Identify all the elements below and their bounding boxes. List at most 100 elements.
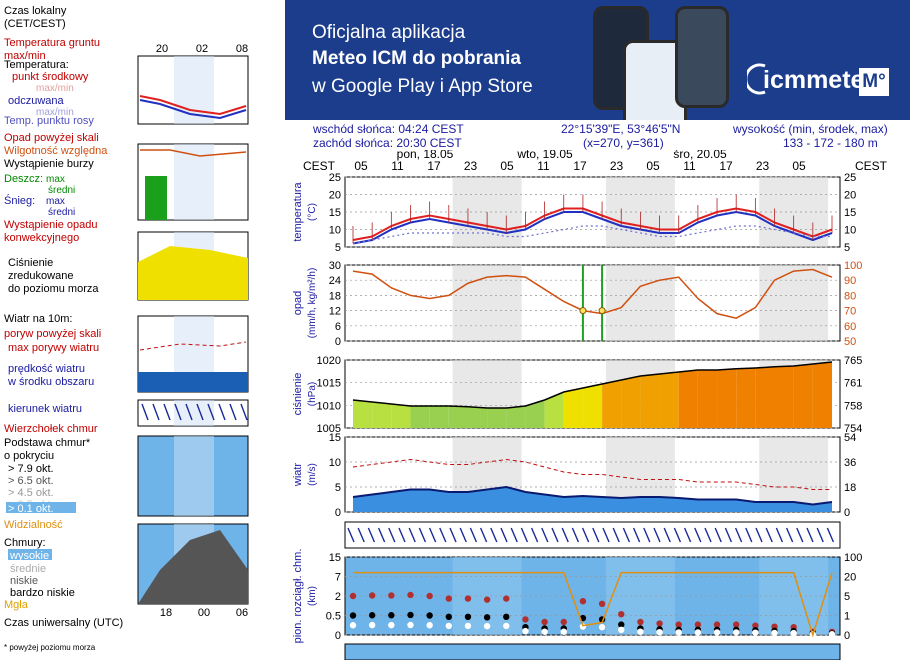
night-band xyxy=(759,265,829,341)
pressure-segment xyxy=(372,402,392,428)
legend-mini-arrow xyxy=(207,403,215,421)
cloud-top-dot xyxy=(579,598,587,605)
legend-snow-mean: średni xyxy=(48,207,75,218)
legend-mini-night xyxy=(174,436,214,516)
pressure-segment xyxy=(563,388,583,428)
legend-wind-dir: kierunek wiatru xyxy=(8,403,82,415)
day-label: śro, 20.05 xyxy=(673,150,727,161)
hour-tick-label: 11 xyxy=(683,159,696,173)
y-tick-label: 0 xyxy=(335,507,341,519)
cloud-top-dot xyxy=(349,592,357,600)
legend-precip-occurrence: Wystąpienie opadu xyxy=(4,219,97,231)
cloud-base-dot xyxy=(426,612,433,619)
legend-c-high: wysokie xyxy=(9,550,49,562)
legend-temp: Temperatura: xyxy=(4,59,69,71)
legend-mini-arrow xyxy=(229,403,237,421)
wind-arrow xyxy=(745,527,753,543)
wind-arrow xyxy=(694,527,702,543)
wind-arrow xyxy=(551,527,559,543)
cloud-base-dot xyxy=(445,613,452,620)
y-tick-label: 15 xyxy=(329,432,341,444)
pressure-segment xyxy=(448,406,468,428)
hour-tick-label: 11 xyxy=(391,159,404,173)
legend-clouds: Chmury: xyxy=(4,537,46,549)
legend-mini-wind xyxy=(138,372,248,392)
tz-label-right: CEST xyxy=(855,159,888,173)
legend-visibility: Widzialność xyxy=(4,519,63,531)
wind-arrow xyxy=(571,527,580,543)
cloud-top-dot xyxy=(407,591,414,599)
pressure-segment xyxy=(353,400,373,428)
storm-marker xyxy=(598,307,606,315)
app-promo-banner[interactable]: Oficjalna aplikacja Meteo ICM do pobrani… xyxy=(285,0,910,120)
legend-wind-speed: prędkość wiatru xyxy=(8,363,85,375)
legend-mini-humidity xyxy=(140,149,247,157)
cloud-base-dot xyxy=(790,629,797,637)
legend-cov5: > 0.1 okt. xyxy=(8,503,54,515)
legend-mini-clouds xyxy=(138,530,248,604)
cloud-base-dot xyxy=(407,621,414,629)
cloud-base-dot xyxy=(694,629,702,636)
clouds-panel-top xyxy=(344,643,841,660)
cloud-top-dot xyxy=(483,596,491,603)
night-band xyxy=(605,265,675,341)
wind-arrow xyxy=(357,527,365,543)
night-band xyxy=(759,177,829,247)
y-tick-label: 20 xyxy=(329,190,341,202)
cloud-top-dot xyxy=(598,600,606,607)
pressure-segment xyxy=(774,366,794,428)
wind-arrow xyxy=(785,527,794,543)
legend-cov1: > 7.9 okt. xyxy=(8,463,54,475)
wind-arrow xyxy=(653,527,661,543)
legend-utc-hour: 18 xyxy=(160,607,172,619)
pressure-segment xyxy=(812,362,832,428)
legend-ground-temp: Temperatura gruntu xyxy=(4,37,100,49)
y2-tick-label: 80 xyxy=(844,290,856,302)
y2-tick-label: 10 xyxy=(844,225,856,237)
cloud-base-dot xyxy=(656,628,663,636)
y-tick-label: 1005 xyxy=(317,423,341,435)
legend-utc-hour: 06 xyxy=(236,607,248,619)
legend-c-high-bg xyxy=(8,549,52,560)
hour-tick-label: 17 xyxy=(573,159,587,173)
legend-fog: Mgła xyxy=(4,599,29,611)
legend-c-vlow: bardzo niskie xyxy=(10,587,75,599)
chart-panel: 30 100 24 90 18 80 12 70 6 60 0 50 opad (mm/h, kg/m²/… xyxy=(292,260,862,348)
y-tick-label: 30 xyxy=(329,260,341,272)
grid-position-text: (x=270, y=361) xyxy=(583,136,664,150)
pressure-segment xyxy=(717,368,737,428)
wind-arrow xyxy=(520,527,529,543)
legend-temp-mid: punkt środkowy xyxy=(12,71,89,83)
hour-tick-label: 05 xyxy=(646,159,660,173)
wind-arrow xyxy=(479,527,488,543)
y-tick-label: 1015 xyxy=(317,378,341,390)
cloud-base-dot xyxy=(618,621,625,628)
cloud-base-dot xyxy=(522,627,529,635)
storm-marker xyxy=(579,307,587,315)
pressure-segment xyxy=(506,406,526,428)
legend-ground-temp: max/min xyxy=(4,50,46,62)
y2-tick-label: 90 xyxy=(844,275,856,287)
legend-rain-max: max xyxy=(46,174,65,185)
pressure-segment xyxy=(544,392,564,428)
cloud-base-dot xyxy=(618,626,625,633)
y-tick-label: 0.5 xyxy=(326,611,341,623)
legend-mini-rain xyxy=(145,176,167,220)
y2-tick-label: 0 xyxy=(844,630,850,642)
y-axis-title: temperatura xyxy=(292,181,304,241)
height-label: wysokość (min, środek, max) xyxy=(733,122,888,136)
hour-tick-label: 05 xyxy=(792,159,806,173)
y2-tick-label: 18 xyxy=(844,482,856,494)
cloud-base-dot xyxy=(464,622,472,630)
cloud-top-dot xyxy=(560,618,567,626)
y-axis-title: pion. rozciągł. chm. xyxy=(292,549,304,644)
legend-mini-arrow xyxy=(196,403,204,421)
meteogram: wschód słońca: 04:24 CEST zachód słońca:… xyxy=(285,120,910,660)
cloud-top-dot xyxy=(694,621,702,628)
pressure-segment xyxy=(467,406,488,428)
y-tick-label: 0 xyxy=(335,630,341,642)
legend-rain-mean: średni xyxy=(48,185,75,196)
legend-precip-above: Opad powyżej skali xyxy=(4,132,99,144)
height-values: 133 - 172 - 180 m xyxy=(783,136,878,150)
cloud-base-dot xyxy=(733,629,740,636)
